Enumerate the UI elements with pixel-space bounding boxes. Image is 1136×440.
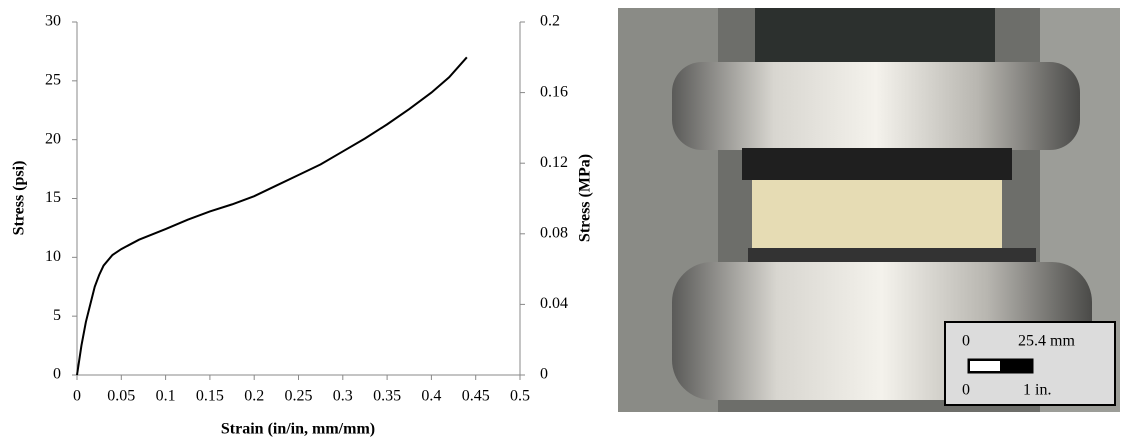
y-tick-label: 0: [53, 366, 61, 383]
scale-label: 1 in.: [1023, 382, 1051, 399]
y-tick-label: 5: [53, 307, 61, 324]
x-tick-label: 0.1: [156, 388, 176, 405]
x-tick-label: 0.15: [196, 388, 224, 405]
x-tick-label: 0.5: [510, 388, 530, 405]
y-tick-label: 30: [45, 13, 61, 30]
y2-tick-label: 0.16: [540, 83, 568, 100]
x-tick-label: 0.3: [333, 388, 353, 405]
y-axis-label: Stress (psi): [11, 161, 28, 236]
x-tick-label: 0.4: [421, 388, 441, 405]
x-tick-label: 0.45: [462, 388, 490, 405]
scale-label: 0: [962, 333, 970, 350]
y-tick-label: 20: [45, 130, 61, 147]
upper-platen: [672, 62, 1080, 150]
x-tick-label: 0.05: [107, 388, 135, 405]
scale-bar-white: [970, 361, 1000, 371]
foam-specimen: [752, 180, 1002, 250]
scale-label: 0: [962, 382, 970, 399]
upper-pad: [742, 148, 1012, 180]
x-tick-label: 0.35: [373, 388, 401, 405]
photo: 0 25.4 mm 0 1 in.: [618, 8, 1120, 412]
x-tick-label: 0.25: [285, 388, 313, 405]
y2-tick-label: 0.04: [540, 295, 568, 312]
y-tick-label: 10: [45, 248, 61, 265]
y2-axis-label: Stress (MPa): [577, 154, 594, 242]
scale-label: 25.4 mm: [1018, 333, 1075, 350]
y2-tick-label: 0.08: [540, 224, 568, 241]
y-tick-label: 25: [45, 72, 61, 89]
y2-tick-label: 0.12: [540, 154, 568, 171]
x-tick-label: 0.2: [244, 388, 264, 405]
y2-tick-label: 0.2: [540, 13, 560, 30]
upper-fixture: [755, 8, 995, 68]
x-axis-label: Strain (in/in, mm/mm): [221, 421, 375, 438]
x-tick-label: 0: [73, 388, 81, 405]
data-line: [76, 56, 468, 376]
y2-tick-label: 0: [540, 366, 548, 383]
y-tick-label: 15: [45, 189, 61, 206]
